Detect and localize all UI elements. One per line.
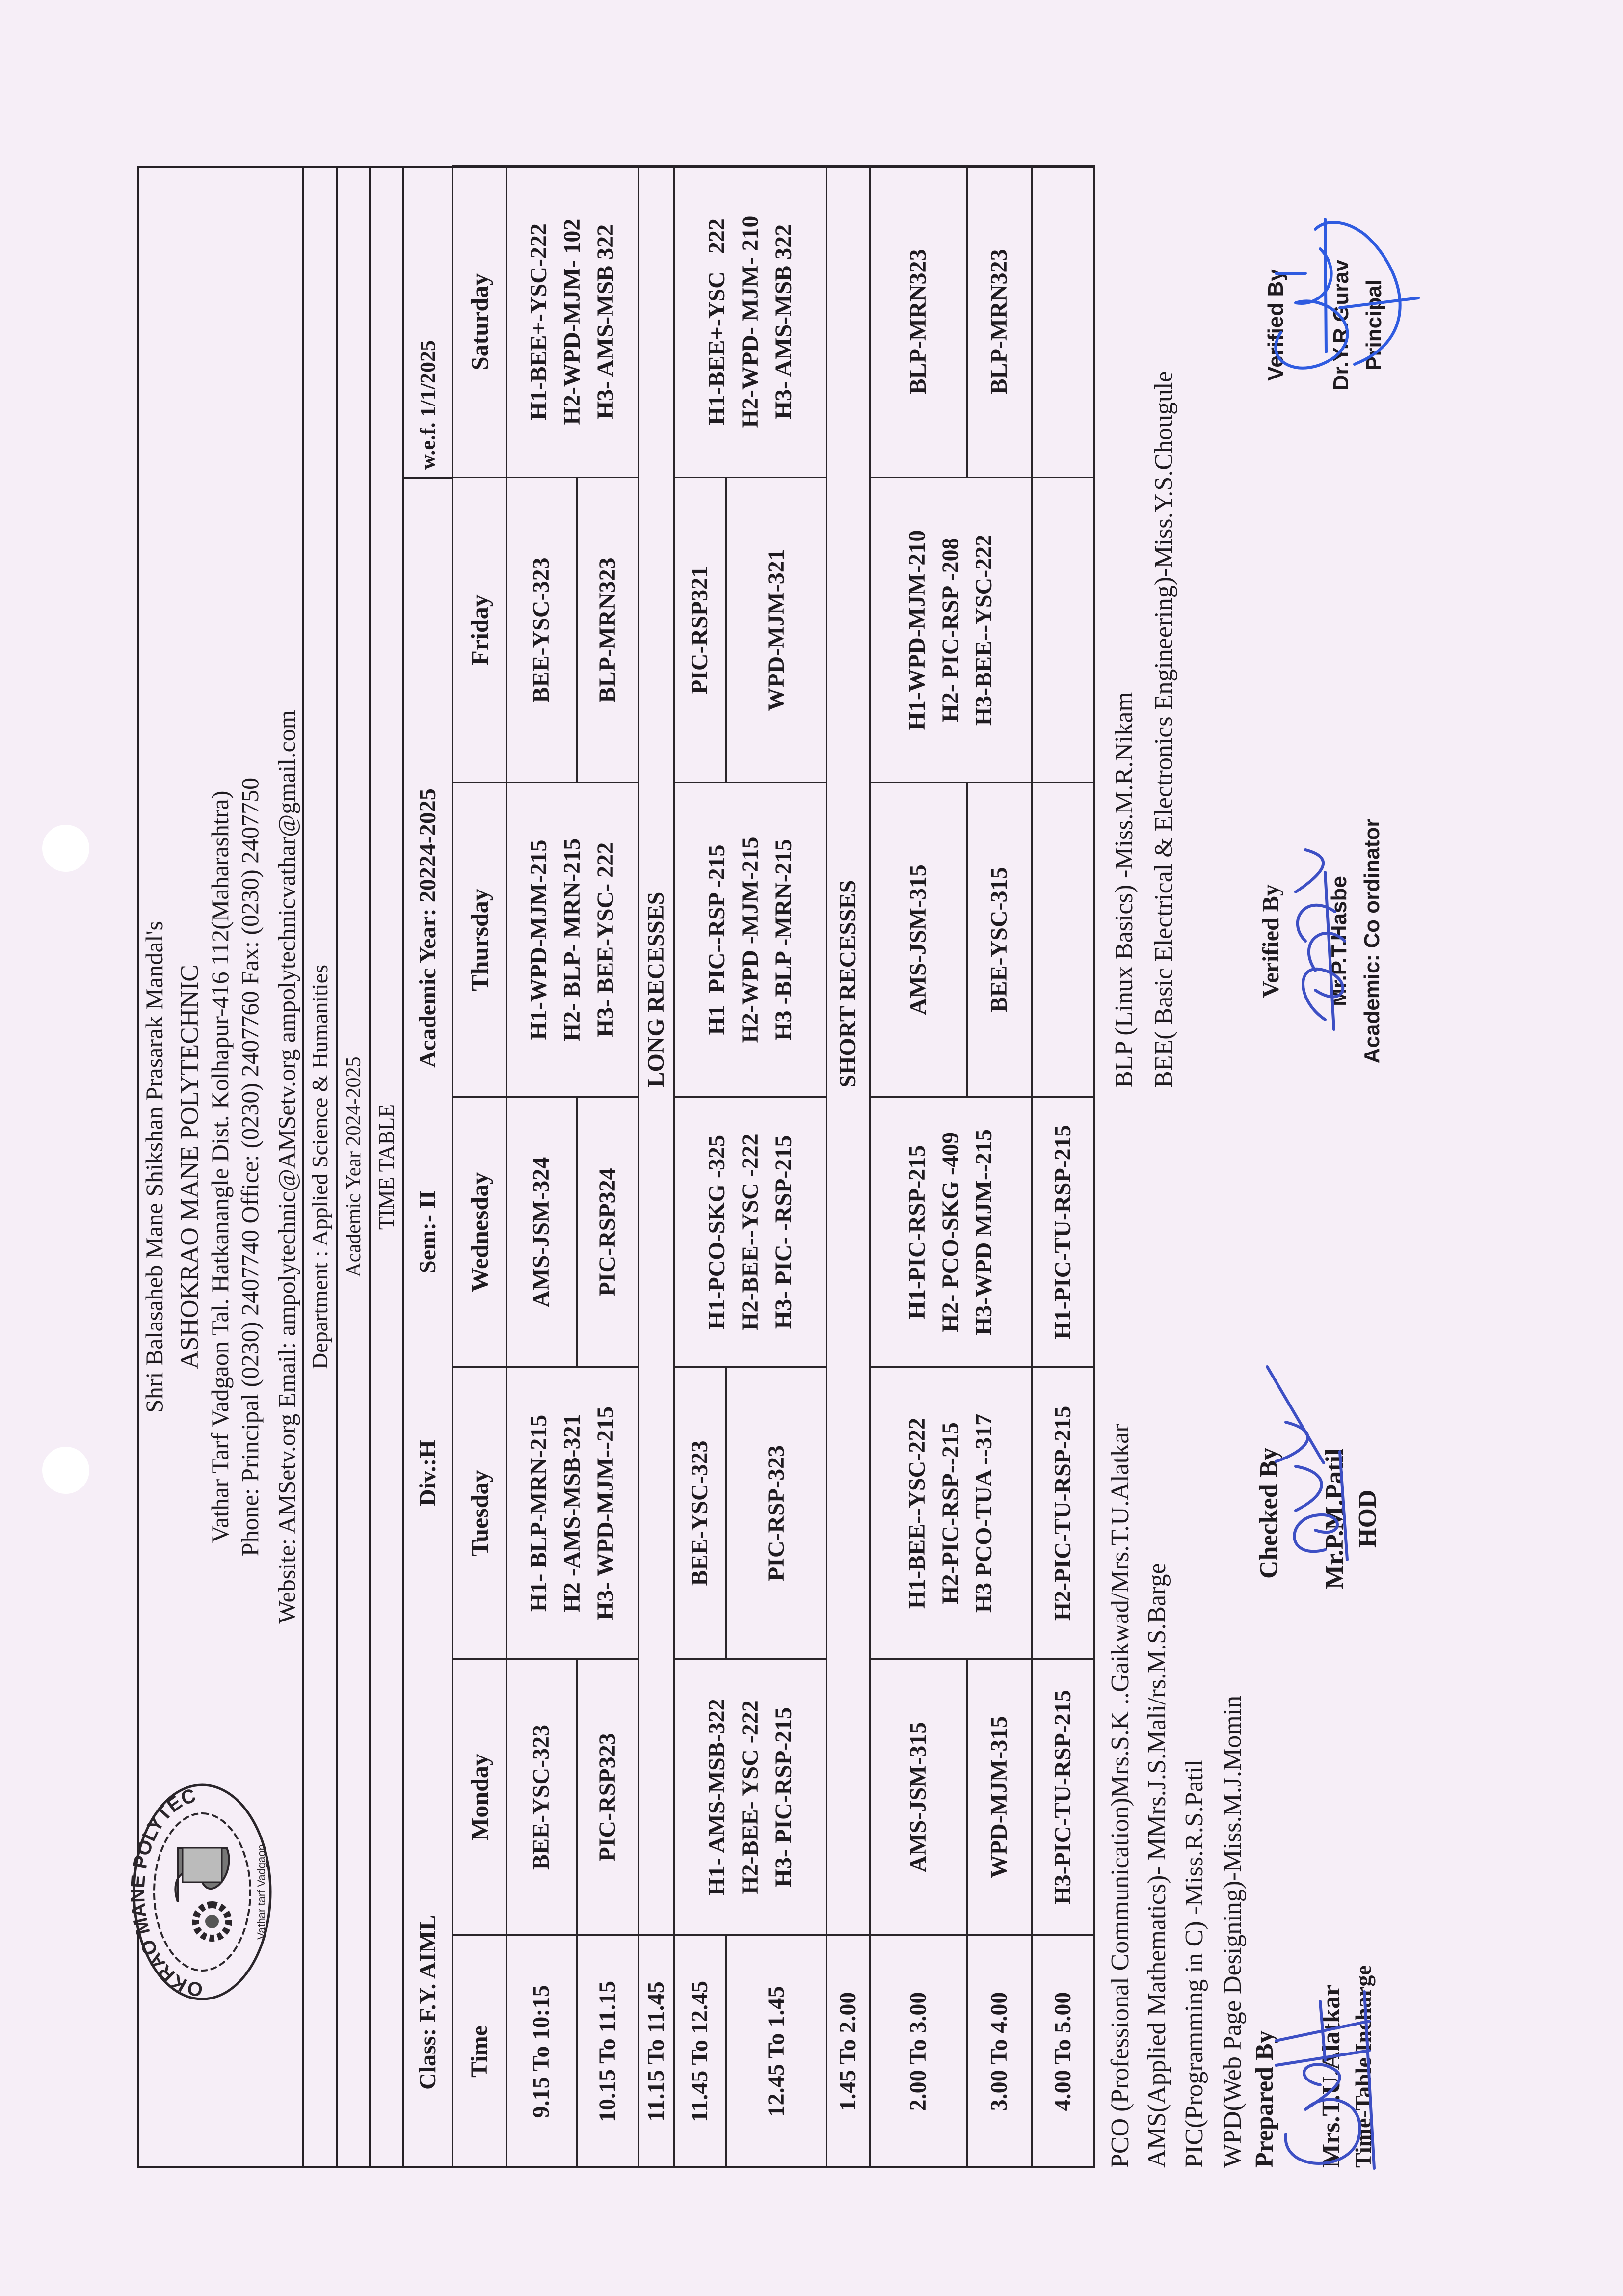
gear-icon xyxy=(192,1901,232,1942)
punch-hole xyxy=(42,1447,89,1494)
signature-hasbe xyxy=(1294,848,1346,1031)
signature-prepared xyxy=(1275,1990,1376,2170)
signature-gurav xyxy=(1274,218,1420,370)
punch-hole xyxy=(42,825,89,872)
signature-checked xyxy=(1266,1365,1349,1561)
svg-text:Vathar tarf Vadgaon: Vathar tarf Vadgaon xyxy=(255,1844,267,1940)
institute-logo: ASHOKRAO MANE POLYTECHNIC Vathar tarf Va… xyxy=(129,1783,272,2000)
